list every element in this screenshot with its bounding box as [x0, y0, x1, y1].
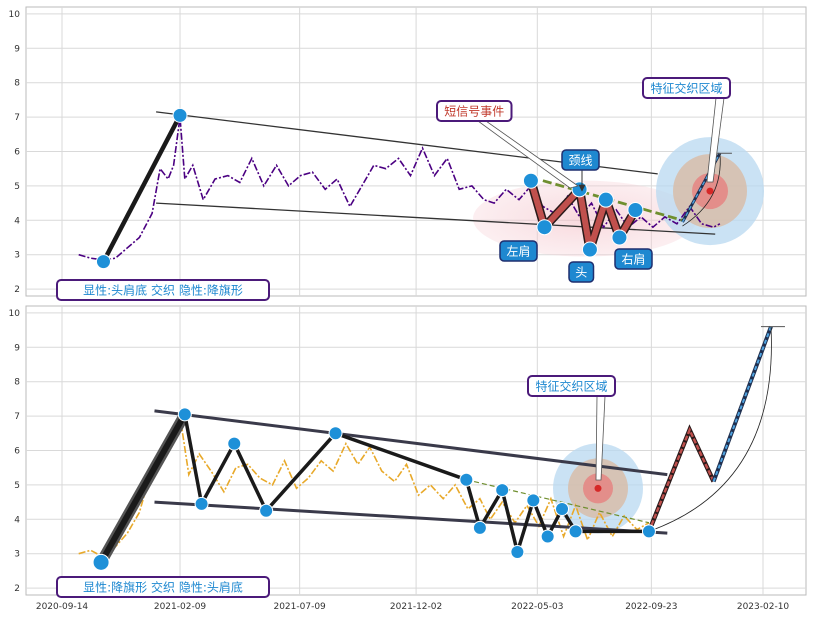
projection-line	[711, 325, 773, 483]
left-shoulder-label-text: 左肩	[506, 244, 530, 259]
y-tick-label: 7	[14, 113, 20, 123]
zone-center	[594, 484, 602, 492]
right-shoulder-label-text: 右肩	[621, 252, 645, 267]
neckline-label-box	[561, 149, 600, 171]
y-tick-label: 7	[14, 412, 20, 422]
hs-point	[611, 229, 628, 246]
pattern-point	[540, 529, 555, 544]
hs-point	[581, 241, 598, 258]
left-shoulder-label-box	[499, 240, 538, 262]
y-tick-label: 8	[14, 79, 20, 89]
y-tick-label: 5	[14, 481, 20, 491]
y-tick-label: 5	[14, 182, 20, 192]
y-tick-label: 3	[14, 251, 20, 261]
hs-point	[597, 191, 614, 208]
x-tick-label: 2021-02-09	[154, 602, 207, 612]
panel-top: 2 3 4 5 6 7 8 9 10	[9, 6, 807, 297]
y-tick-label: 9	[14, 343, 20, 353]
pattern-point	[259, 503, 274, 518]
zone-center	[706, 187, 714, 195]
pattern-point	[227, 436, 242, 451]
right-shoulder-label-box	[614, 248, 653, 270]
short-signal-label: 短信号事件	[436, 100, 513, 122]
y-tick-label: 4	[14, 515, 20, 525]
y-tick-label: 10	[9, 10, 21, 20]
short-signal-label-text: 短信号事件	[444, 105, 504, 119]
y-tick-label: 3	[14, 550, 20, 560]
legend-label-text: 显性:头肩底 交织 隐性:降旗形	[83, 283, 243, 298]
zone-label-text: 特征交织区域	[650, 81, 722, 96]
y-tick-label: 6	[14, 447, 20, 457]
pattern-point	[172, 107, 188, 123]
pattern-point	[472, 520, 487, 535]
y-tick-label: 2	[14, 285, 20, 295]
pattern-point	[459, 472, 474, 487]
hs-point	[522, 172, 539, 189]
y-tick-label: 9	[14, 44, 20, 54]
y-tick-label: 2	[14, 584, 20, 594]
neckline	[466, 479, 650, 524]
y-tick-label: 10	[9, 309, 21, 319]
projection-arc	[648, 326, 772, 532]
projection-arc	[682, 153, 721, 227]
zone-label: 特征交织区域	[527, 375, 616, 397]
pattern-point	[526, 493, 541, 508]
zone-label-box	[642, 77, 731, 99]
pattern-point	[495, 483, 510, 498]
head-label-text: 头	[575, 266, 587, 280]
pattern-point	[555, 501, 570, 516]
short-signal-label-box	[436, 100, 513, 122]
hs-point	[536, 219, 553, 236]
left-shoulder-label: 左肩	[499, 240, 538, 262]
zone-label: 特征交织区域	[642, 77, 731, 99]
panel-bottom: 2 3 4 5 6 7 8 9 10 2020-09-14 2021-02-09 2021-07-09…	[9, 305, 807, 612]
legend-label-box	[56, 576, 270, 598]
x-tick-label: 2022-09-23	[625, 602, 677, 612]
y-tick-label: 8	[14, 378, 20, 388]
pattern-point	[95, 254, 111, 270]
y-tick-label: 4	[14, 216, 20, 226]
y-tick-label: 6	[14, 148, 20, 158]
projection-zigzag	[647, 426, 715, 532]
pattern-point	[92, 553, 110, 571]
x-tick-label: 2021-12-02	[390, 602, 442, 612]
pattern-point	[568, 524, 583, 539]
channel-line	[154, 409, 668, 477]
legend-label-text: 显性:降旗形 交织 隐性:头肩底	[83, 580, 243, 595]
x-tick-label: 2022-05-03	[511, 602, 563, 612]
pattern-line	[101, 114, 182, 263]
neckline-label: 颈线	[561, 149, 600, 171]
zone-label-box	[527, 375, 616, 397]
zone-label-text: 特征交织区域	[535, 379, 607, 394]
x-tick-label: 2020-09-14	[36, 602, 89, 612]
neckline-label-text: 颈线	[568, 154, 592, 168]
head-label-box	[568, 261, 595, 283]
x-tick-label: 2021-07-09	[273, 602, 326, 612]
pattern-leg	[98, 411, 188, 566]
right-shoulder-label: 右肩	[614, 248, 653, 270]
hs-point	[627, 201, 644, 218]
legend-label: 显性:头肩底 交织 隐性:降旗形	[56, 279, 270, 301]
channel-line	[154, 500, 668, 535]
legend-label: 显性:降旗形 交织 隐性:头肩底	[56, 576, 270, 598]
pattern-point	[328, 426, 343, 441]
pattern-point	[194, 496, 209, 511]
legend-label-box	[56, 279, 270, 301]
pattern-point	[641, 524, 656, 539]
head-label: 头	[568, 261, 595, 283]
x-tick-label: 2023-02-10	[737, 602, 790, 612]
pattern-point	[177, 407, 192, 422]
pattern-point	[510, 544, 525, 559]
